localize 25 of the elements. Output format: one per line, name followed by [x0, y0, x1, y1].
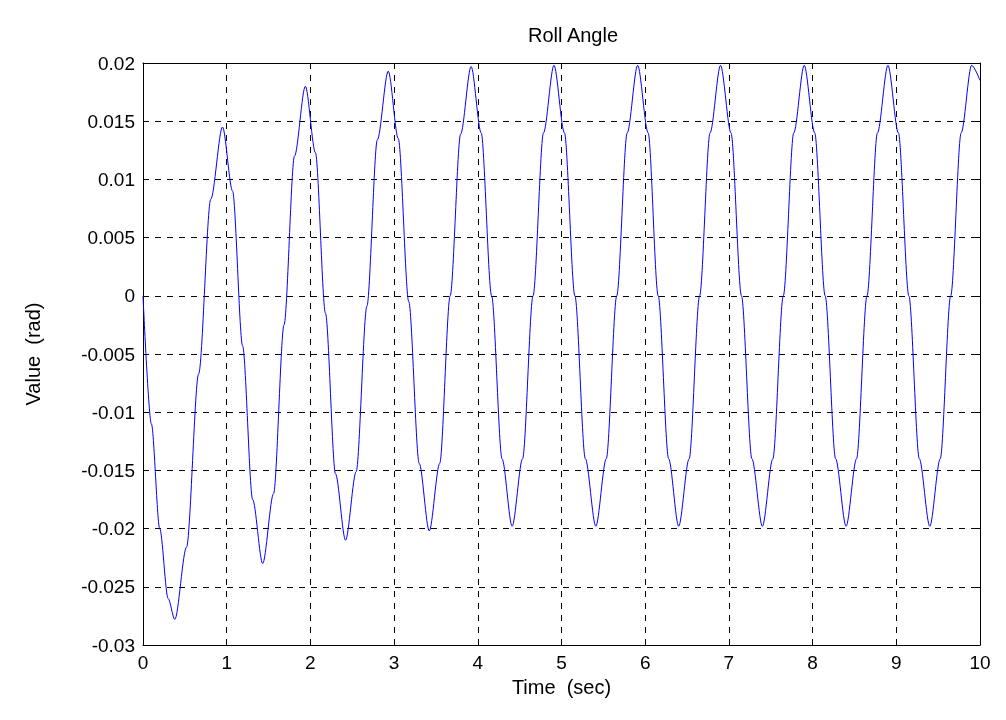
x-tick-label: 8 — [807, 652, 818, 673]
y-tick-label: -0.02 — [91, 518, 135, 540]
x-tick-label: 10 — [969, 652, 991, 673]
x-tick-label: 9 — [891, 652, 902, 673]
x-tick-label: 6 — [639, 652, 651, 673]
y-tick-label: 0.015 — [87, 110, 135, 132]
y-tick-label: 0 — [124, 285, 135, 307]
x-tick-label: 7 — [723, 652, 735, 673]
x-tick-label: 2 — [305, 652, 316, 673]
y-tick-label: -0.005 — [81, 343, 135, 365]
y-tick-label: -0.01 — [91, 401, 135, 423]
x-tick-label: 1 — [221, 652, 232, 673]
x-tick-label: 5 — [556, 652, 567, 673]
x-tick-label: 3 — [388, 652, 400, 673]
y-tick-label: 0.01 — [98, 168, 135, 190]
x-tick-label: 4 — [472, 652, 484, 673]
y-tick-label: -0.015 — [81, 459, 135, 481]
x-axis-title: Time (sec) — [511, 675, 612, 698]
y-tick-label: 0.005 — [87, 227, 135, 249]
y-tick-label: 0.02 — [98, 52, 135, 74]
y-tick-label: -0.03 — [91, 634, 135, 656]
x-tick-label: 0 — [137, 652, 149, 673]
y-axis-title: Value (rad) — [22, 302, 44, 406]
y-tick-label: -0.025 — [81, 576, 135, 598]
chart-title: Roll Angle — [527, 24, 619, 46]
